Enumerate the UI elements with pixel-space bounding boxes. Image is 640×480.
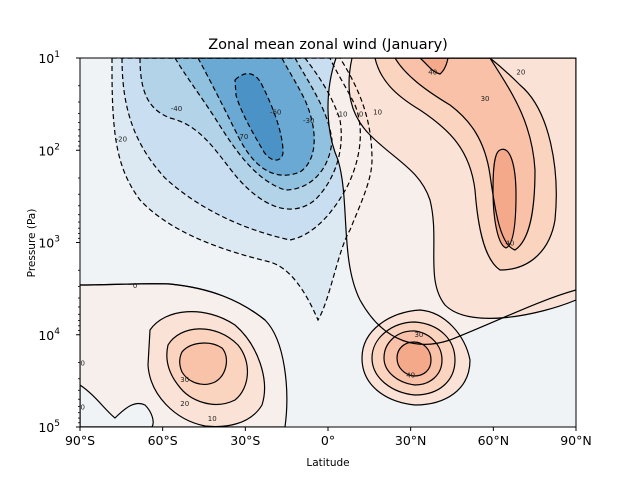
contour-label: -60 — [270, 108, 281, 116]
contour-label: 30 — [180, 376, 189, 384]
u-30-region-ssj-contour — [179, 342, 228, 385]
x-tick-label: 90°N — [560, 433, 592, 448]
u-10-region-nsj-contour — [361, 309, 471, 406]
x-tick-label: 90°S — [65, 433, 95, 448]
u-negative-region-surface-south-contour — [80, 384, 154, 427]
x-tick-label: 0° — [321, 433, 335, 448]
x-axis-label: Latitude — [306, 457, 349, 469]
contour-label: 0 — [81, 404, 85, 412]
u-minus-70-region-contour — [234, 73, 284, 161]
contour-label: 30 — [481, 95, 490, 103]
u-minus-40-region-contour — [174, 58, 333, 191]
u-minus-30-region-contour — [139, 58, 342, 210]
contour-zero-south — [80, 283, 266, 321]
contour-label: 20 — [516, 68, 525, 76]
x-tick-label: 60°N — [478, 433, 510, 448]
contour-label: -70 — [237, 133, 248, 141]
x-tick-label: 30°N — [395, 433, 427, 448]
contour-label: 10 — [208, 415, 217, 423]
u-30-region-ssj-fill — [179, 343, 227, 385]
contour-label: 0 — [359, 111, 363, 119]
contour-label: 40 — [406, 372, 415, 380]
u-10-region-north-contour — [348, 58, 576, 319]
u-30-region-nsj-contour — [383, 330, 443, 386]
chart-title: Zonal mean zonal wind (January) — [208, 37, 448, 53]
contour-label: 10 — [373, 108, 382, 116]
y-tick-label: 104 — [38, 327, 60, 343]
contour-label: -20 — [116, 136, 127, 144]
contour-label: 0 — [133, 282, 137, 290]
y-tick-label: 105 — [38, 419, 60, 435]
y-tick-label: 101 — [38, 50, 60, 66]
u-0-region-north-contour — [327, 58, 576, 345]
u-40-region-nsj-fill — [397, 342, 431, 376]
x-tick-label: 60°S — [148, 433, 178, 448]
contour-label: -40 — [171, 105, 182, 113]
y-tick-label: 102 — [38, 142, 60, 158]
u-20-region-nsj-contour — [371, 321, 456, 396]
u-minus-50-region-contour — [197, 58, 315, 176]
u-minus-10-region-contour — [111, 58, 373, 322]
contour-label: 0 — [81, 360, 85, 368]
u-minus-20-region-contour — [121, 58, 361, 241]
u-negative-region-surface-south-fill — [80, 385, 154, 427]
y-axis-label: Pressure (Pa) — [26, 209, 38, 278]
u-20-region-ssj-contour — [166, 328, 249, 405]
u-minus-70-region-fill — [235, 73, 284, 161]
contour-label: 40 — [505, 240, 514, 248]
plot-area: -20 -40 -70 -60 -30 -10 0 10 40 30 20 40 0 30 40 30 20 10… — [80, 58, 576, 427]
y-tick-label: 103 — [38, 235, 60, 251]
u-40-region-north-upper-contour — [492, 148, 517, 249]
contour-label: -30 — [303, 117, 314, 125]
contour-label: 40 — [428, 68, 437, 76]
u-40-region-nsj-contour — [396, 341, 432, 377]
u-40-region-north-top-fill — [420, 58, 448, 74]
u-20-region-north-contour — [374, 58, 557, 271]
u-40-region-north-top-contour — [419, 58, 449, 75]
contour-label: 20 — [180, 400, 189, 408]
u-30-region-north-contour — [394, 58, 536, 251]
u-10-region-ssj-contour — [147, 311, 266, 427]
contour-label: -10 — [336, 111, 347, 119]
x-tick-label: 30°S — [230, 433, 260, 448]
contour-label: 30 — [414, 331, 423, 339]
